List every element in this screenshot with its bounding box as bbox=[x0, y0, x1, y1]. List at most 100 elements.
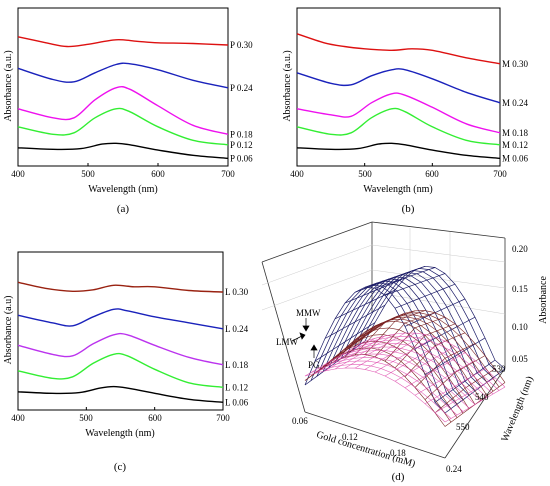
mesh-line bbox=[352, 339, 494, 395]
mesh-line bbox=[340, 346, 482, 402]
mesh-line bbox=[334, 320, 476, 405]
mesh-line bbox=[346, 272, 488, 383]
panel-d-label-arrows bbox=[291, 318, 318, 358]
mesh-line bbox=[364, 332, 506, 388]
panel-d-label-pg: PG bbox=[308, 360, 320, 370]
panel-d: 0.20 0.15 0.10 0.05 Absorbance 530 540 5… bbox=[261, 221, 549, 483]
panel-d-ztick-0.20: 0.20 bbox=[512, 244, 528, 254]
series-line-p-0-12 bbox=[17, 107, 229, 146]
panel-c-plot-frame bbox=[17, 251, 224, 411]
panel-c-xtick-700: 700 bbox=[216, 413, 230, 423]
mesh-line bbox=[328, 353, 470, 409]
panel-b-xtick-400: 400 bbox=[290, 169, 304, 179]
series-line-m-0-06 bbox=[296, 142, 501, 159]
series-line-l-0-18 bbox=[17, 332, 224, 366]
mesh-line bbox=[304, 286, 446, 414]
mesh-line bbox=[328, 278, 470, 396]
panel-d-label-mmw: MMW bbox=[296, 308, 321, 318]
series-label-p-0-30: P 0.30 bbox=[230, 40, 253, 50]
panel-d-xtick-0.12: 0.12 bbox=[342, 432, 358, 442]
panel-d-xtick-0.06: 0.06 bbox=[292, 416, 308, 426]
panel-d-ztick-0.10: 0.10 bbox=[512, 322, 528, 332]
series-line-m-0-30 bbox=[296, 33, 501, 65]
panel-d-caption: (d) bbox=[392, 471, 405, 483]
panel-c-ylabel: Absorbance (a.u) bbox=[3, 296, 14, 365]
series-label-l-0-24: L 0.24 bbox=[225, 324, 249, 334]
panel-c-x-ticks bbox=[17, 407, 224, 410]
panel-c-series-labels: L 0.06 L 0.12 L 0.18 L 0.24 L 0.30 bbox=[225, 287, 249, 407]
panel-c-series bbox=[17, 281, 224, 403]
series-line-m-0-24 bbox=[296, 68, 501, 104]
mesh-line bbox=[346, 343, 488, 398]
series-label-l-0-30: L 0.30 bbox=[225, 287, 249, 297]
surface-lmw bbox=[304, 310, 506, 427]
mesh-line bbox=[340, 318, 482, 401]
mesh-line bbox=[394, 323, 456, 369]
series-label-l-0-18: L 0.18 bbox=[225, 360, 249, 370]
panel-d-surfaces bbox=[304, 265, 506, 427]
panel-b-caption: (b) bbox=[402, 203, 415, 215]
mesh-line bbox=[316, 360, 458, 416]
panel-b-series-labels: M 0.06 M 0.12 M 0.18 M 0.24 M 0.30 bbox=[502, 59, 529, 164]
surface-pg bbox=[304, 332, 506, 423]
series-line-l-0-24 bbox=[17, 308, 224, 330]
panel-a-xtick-700: 700 bbox=[221, 169, 235, 179]
series-line-l-0-30 bbox=[17, 281, 224, 293]
panel-a-xlabel: Wavelength (nm) bbox=[88, 184, 157, 195]
panel-d-ytick-530: 530 bbox=[492, 364, 506, 374]
panel-d-xtick-0.18: 0.18 bbox=[390, 448, 406, 458]
mesh-line bbox=[340, 274, 482, 387]
panel-c: Absorbance (a.u) L 0.06 L 0.12 L 0.18 L 0.2… bbox=[3, 251, 249, 473]
mesh-line bbox=[310, 364, 452, 419]
series-label-l-0-12: L 0.12 bbox=[225, 382, 248, 392]
panel-a-x-ticks bbox=[17, 163, 229, 166]
panel-b-xtick-700: 700 bbox=[493, 169, 507, 179]
series-label-m-0-06: M 0.06 bbox=[502, 153, 529, 163]
series-line-m-0-18 bbox=[296, 92, 501, 134]
panel-c-xtick-400: 400 bbox=[11, 413, 25, 423]
series-label-m-0-12: M 0.12 bbox=[502, 140, 528, 150]
series-label-p-0-12: P 0.12 bbox=[230, 140, 253, 150]
mesh-line bbox=[364, 310, 506, 383]
mesh-line bbox=[346, 316, 488, 396]
panel-b-xlabel: Wavelength (nm) bbox=[363, 184, 432, 195]
mesh-line bbox=[358, 336, 500, 391]
panel-b-ylabel: Absorbance (a.u.) bbox=[282, 50, 293, 121]
mesh-line bbox=[304, 367, 446, 423]
series-line-p-0-30 bbox=[17, 36, 229, 48]
panel-c-xtick-600: 600 bbox=[148, 413, 162, 423]
panel-c-xtick-500: 500 bbox=[79, 413, 93, 423]
series-line-p-0-24 bbox=[17, 62, 229, 89]
panel-d-ytick-540: 540 bbox=[475, 392, 489, 402]
mesh-line bbox=[358, 268, 500, 374]
panel-d-label-lmw: LMW bbox=[276, 337, 299, 347]
series-label-p-0-24: P 0.24 bbox=[230, 83, 253, 93]
series-line-l-0-12 bbox=[17, 352, 224, 388]
series-label-m-0-30: M 0.30 bbox=[502, 59, 529, 69]
panel-d-ytick-550: 550 bbox=[456, 422, 470, 432]
panel-a-xtick-500: 500 bbox=[81, 169, 95, 179]
panel-a-plot-frame bbox=[17, 7, 229, 167]
panel-a-xtick-600: 600 bbox=[151, 169, 165, 179]
panel-d-ztick-0.15: 0.15 bbox=[512, 284, 528, 294]
panel-b-xtick-500: 500 bbox=[358, 169, 372, 179]
series-line-l-0-06 bbox=[17, 385, 224, 403]
panel-d-ztick-0.05: 0.05 bbox=[512, 354, 528, 364]
mesh-line bbox=[322, 334, 464, 414]
panel-a-ylabel: Absorbance (a.u.) bbox=[3, 50, 14, 121]
series-line-p-0-18 bbox=[17, 85, 229, 135]
panel-a-series bbox=[17, 36, 229, 159]
mesh-line bbox=[322, 357, 464, 412]
panel-b-x-ticks bbox=[296, 163, 501, 166]
series-label-l-0-06: L 0.06 bbox=[225, 397, 249, 407]
mesh-line bbox=[310, 284, 452, 409]
mesh-line bbox=[334, 350, 476, 405]
panel-d-xtick-0.24: 0.24 bbox=[446, 464, 462, 474]
panel-d-ylabel: Wavelength (nm) bbox=[500, 375, 536, 444]
panel-a-xtick-400: 400 bbox=[11, 169, 25, 179]
panel-b: Absorbance (a.u.) M 0.06M 0.12M 0.18M 0.… bbox=[282, 7, 529, 215]
series-label-m-0-24: M 0.24 bbox=[502, 98, 529, 108]
panel-d-zlabel: Absorbance bbox=[538, 276, 549, 324]
panel-a-series-labels: P 0.06 P 0.12P 0.18 P 0.24 P 0.30 bbox=[230, 40, 253, 163]
panel-b-plot-frame bbox=[296, 7, 501, 167]
